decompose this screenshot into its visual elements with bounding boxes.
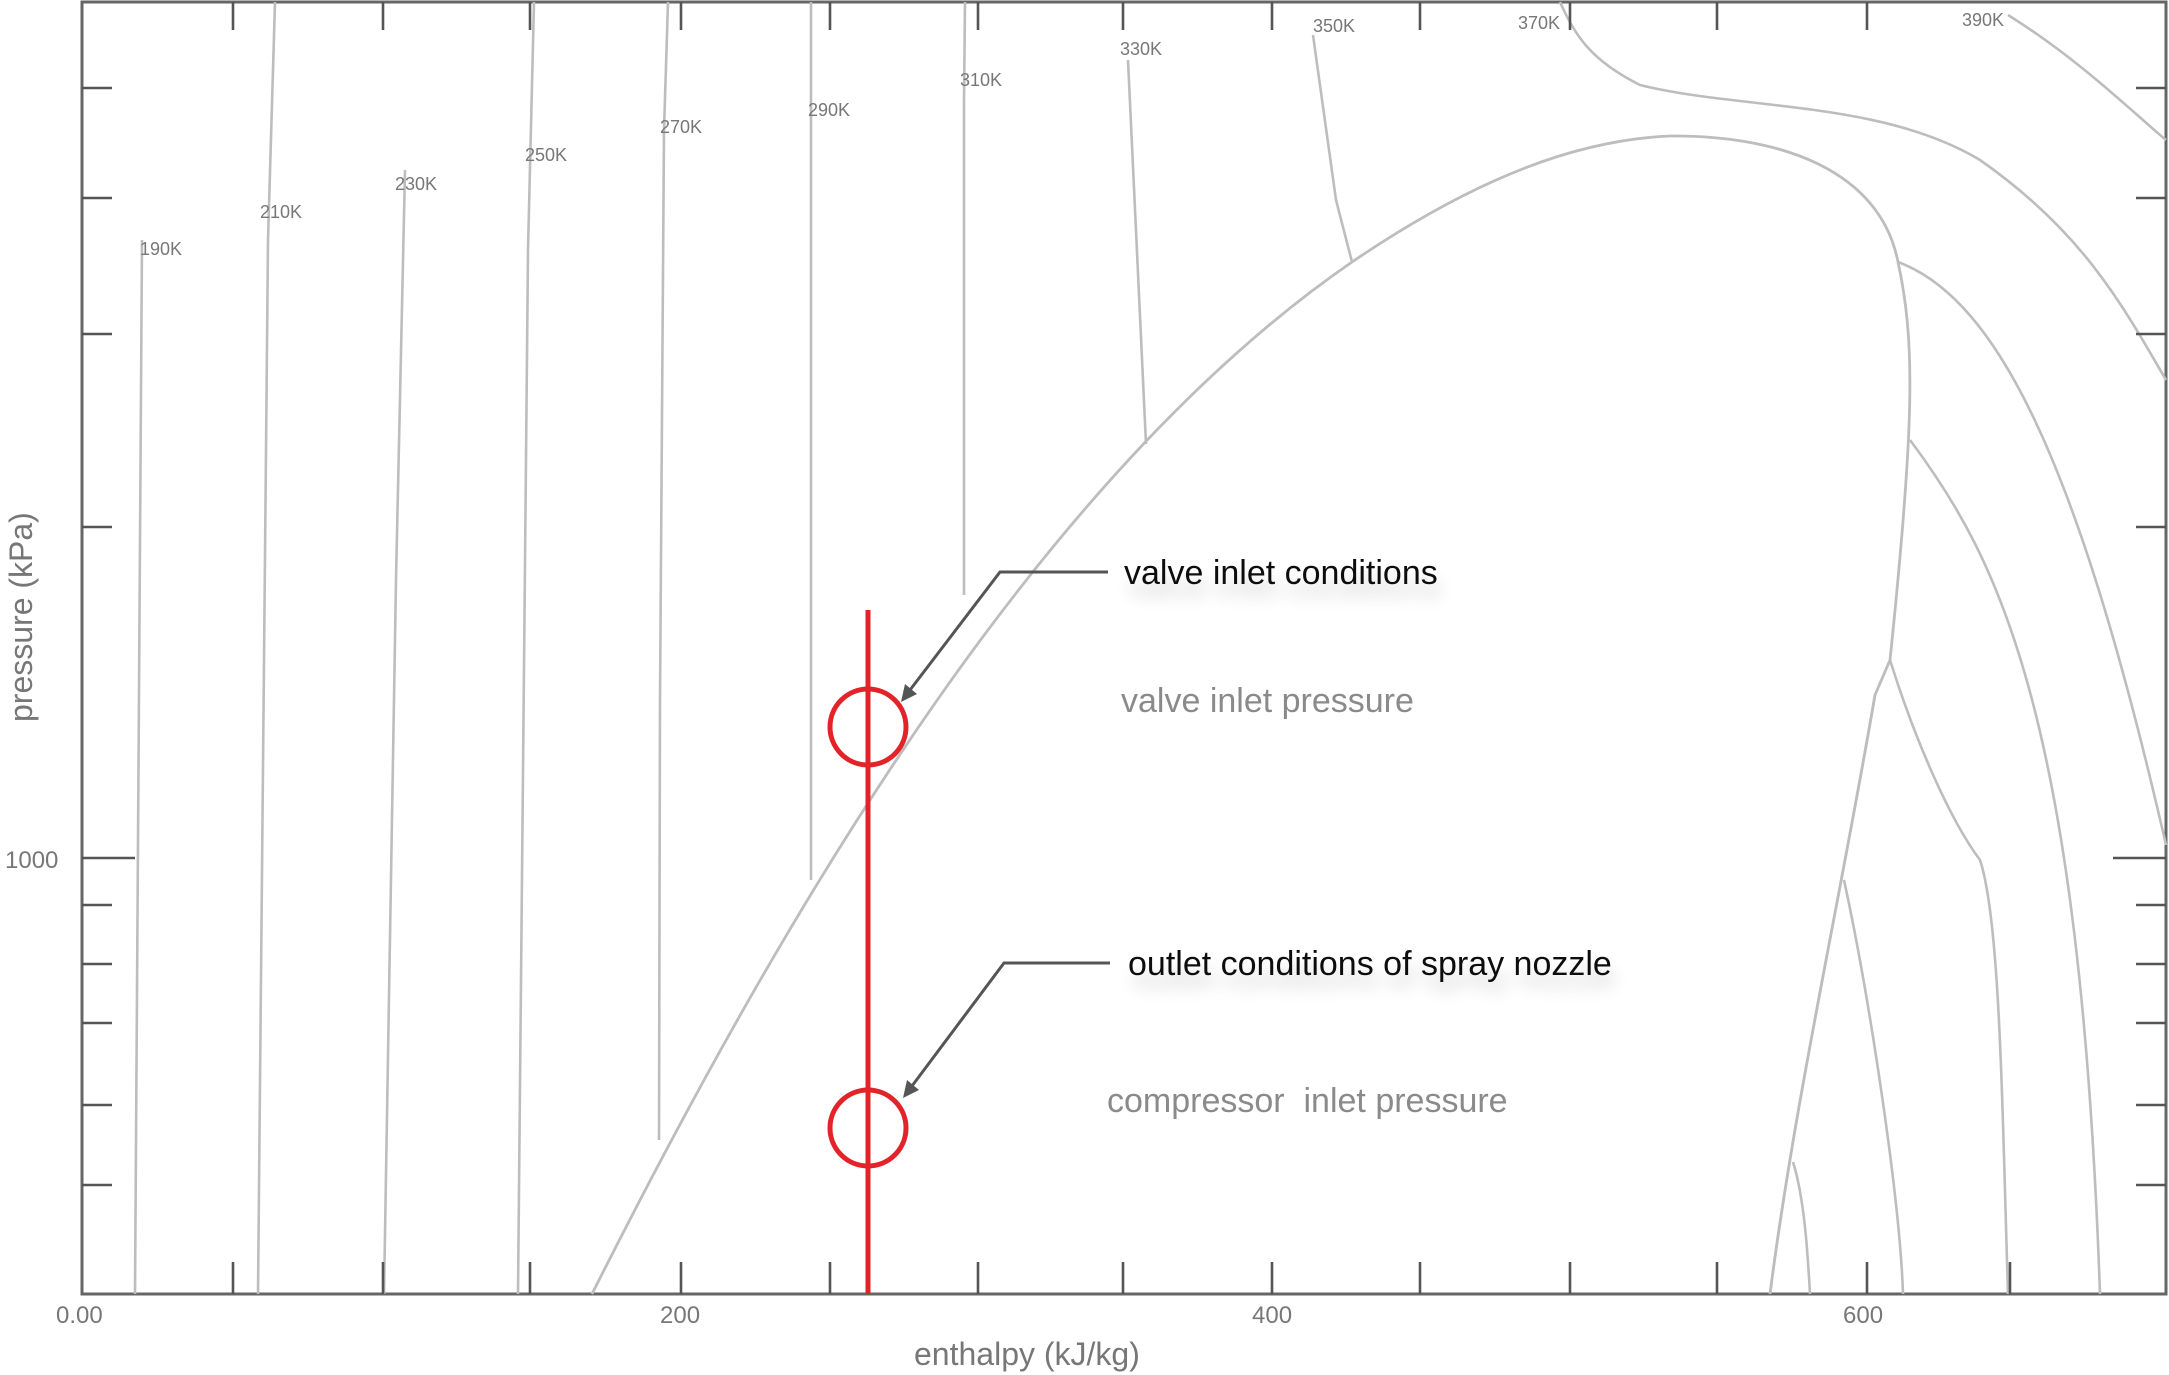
isotherm-390k-line (2007, 13, 2167, 141)
nozzle-outlet-conditions-label: outlet conditions of spray nozzle (1128, 945, 1612, 983)
valve-inlet-pressure-label: valve inlet pressure (1121, 682, 1414, 720)
x-tick-label: 0.00 (56, 1302, 103, 1329)
isotherm-label: 270K (660, 117, 702, 137)
arrowhead-icon (901, 684, 917, 702)
isotherm-230k-line (382, 169, 407, 1295)
isotherm-label: 390K (1962, 10, 2004, 30)
vapor-isotherm-4 (1842, 879, 1905, 1295)
isotherm-label: 330K (1120, 39, 1162, 59)
y-axis-title: pressure (kPa) (3, 512, 39, 722)
isotherm-labels: 190K 210K 230K 250K 270K 290K 310K 330K … (140, 10, 2004, 259)
valve-inlet-point (827, 686, 909, 768)
isotherm-label: 370K (1518, 13, 1560, 33)
valve-inlet-callout-line (908, 570, 1108, 691)
top-axis-ticks (231, 2, 1869, 30)
vapor-isotherm-2 (1908, 439, 2102, 1295)
bottom-axis-ticks (231, 1262, 2012, 1294)
x-tick-label: 400 (1252, 1302, 1292, 1329)
isotherm-label: 190K (140, 239, 182, 259)
isotherm-210k-line (256, 1, 277, 1295)
compressor-inlet-pressure-label: compressor inlet pressure (1107, 1082, 1508, 1120)
isotherm-label: 310K (960, 70, 1002, 90)
isotherm-190k-line (133, 239, 144, 1295)
saturation-dome (590, 134, 1912, 1295)
isotherm-270k-line (657, 1, 670, 1141)
arrowhead-icon (903, 1080, 919, 1098)
vapor-isotherm-1 (1897, 260, 2168, 846)
isotherm-label: 350K (1313, 16, 1355, 36)
nozzle-outlet-callout-line (910, 961, 1110, 1087)
isotherm-330k-line (1126, 59, 1148, 445)
vapor-isotherm-3 (1888, 659, 2010, 1295)
callout-arrows (901, 570, 1110, 1098)
nozzle-outlet-point (827, 1087, 909, 1169)
isotherm-370k-line (1558, 1, 2168, 381)
valve-inlet-conditions-label: valve inlet conditions (1124, 554, 1438, 592)
isotherm-label: 230K (395, 174, 437, 194)
isotherm-250k-line (516, 1, 536, 1295)
isotherm-label: 290K (808, 100, 850, 120)
isotherm-310k-line (962, 1, 967, 595)
y-tick-label: 1000 (5, 847, 58, 874)
x-tick-label: 600 (1843, 1302, 1883, 1329)
x-tick-label: 200 (660, 1302, 700, 1329)
isotherm-label: 210K (260, 202, 302, 222)
right-axis-ticks (2113, 86, 2166, 1187)
left-axis-ticks (82, 86, 135, 1187)
isotherm-350k-line (1311, 34, 1354, 263)
x-axis-title: enthalpy (kJ/kg) (914, 1336, 1140, 1372)
vapor-isotherm-5 (1791, 1161, 1812, 1295)
isotherm-label: 250K (525, 145, 567, 165)
